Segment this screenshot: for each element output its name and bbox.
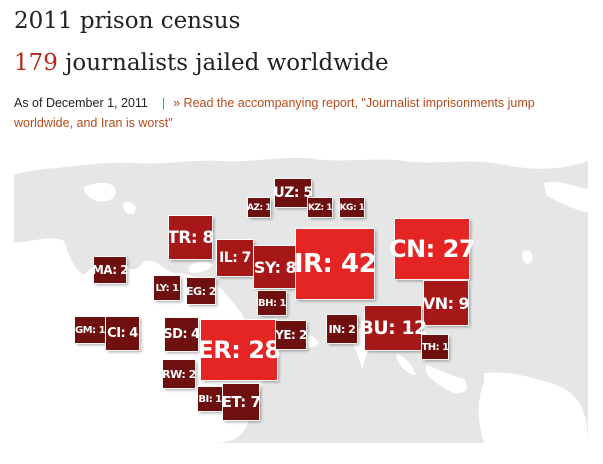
country-label-uz[interactable]: UZ: 5 — [273, 179, 313, 207]
country-label-ci[interactable]: CI: 4 — [106, 317, 139, 350]
country-label-sd[interactable]: SD: 4 — [163, 318, 200, 351]
country-label-th[interactable]: TH: 1 — [421, 335, 449, 359]
country-label-ly[interactable]: LY: 1 — [154, 276, 180, 300]
country-label-bh[interactable]: BH: 1 — [258, 291, 286, 315]
country-label-ye[interactable]: YE: 2 — [275, 321, 307, 349]
country-label-ir[interactable]: IR: 42 — [294, 229, 377, 299]
country-label-bi[interactable]: BI: 1 — [198, 387, 222, 411]
country-label-cn[interactable]: CN: 27 — [389, 219, 476, 279]
country-label-gm[interactable]: GM: 1 — [75, 317, 106, 343]
country-label-et[interactable]: ET: 7 — [222, 384, 261, 420]
world-map: UZ: 5 AZ: 1 KZ: 1 KG: 1 TR: 8 IL: 7 SY: … — [14, 143, 588, 443]
meta-line: As of December 1, 2011 |» Read the accomp… — [14, 93, 594, 133]
country-label-ma[interactable]: MA: 2 — [92, 257, 129, 283]
page-title: 2011 prison census — [14, 8, 241, 34]
country-label-az[interactable]: AZ: 1 — [247, 198, 272, 217]
country-label-bu[interactable]: BU: 12 — [359, 306, 427, 350]
country-label-sy[interactable]: SY: 8 — [254, 246, 297, 288]
jailed-count: 179 — [14, 50, 58, 76]
page-subtitle: 179 journalists jailed worldwide — [14, 50, 389, 76]
country-label-er[interactable]: ER: 28 — [197, 320, 281, 380]
country-label-vn[interactable]: VN: 9 — [423, 281, 470, 325]
country-label-il[interactable]: IL: 7 — [217, 240, 253, 276]
country-label-rw[interactable]: RW: 2 — [162, 360, 196, 388]
country-label-tr[interactable]: TR: 8 — [167, 216, 214, 259]
country-label-kz[interactable]: KZ: 1 — [308, 198, 333, 217]
report-link[interactable]: » Read the accompanying report, "Journal… — [14, 96, 535, 130]
subtitle-text: journalists jailed worldwide — [57, 50, 389, 76]
country-label-eg[interactable]: EG: 2 — [186, 278, 216, 304]
census-date: As of December 1, 2011 — [14, 96, 148, 110]
country-label-in[interactable]: IN: 2 — [327, 315, 357, 343]
country-label-kg[interactable]: KG: 1 — [340, 198, 365, 217]
separator: | — [161, 96, 166, 110]
